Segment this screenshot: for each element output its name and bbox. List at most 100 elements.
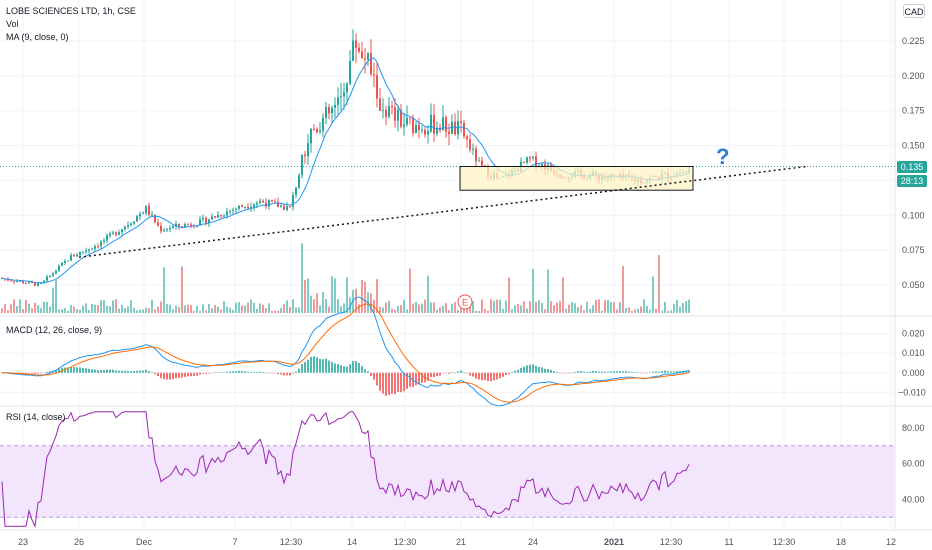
candle-body-23 <box>70 255 72 261</box>
macd-pane[interactable] <box>1 296 690 407</box>
candle-body-16 <box>49 275 51 277</box>
macd-histogram-bar-158 <box>475 372 477 379</box>
volume-bar-204 <box>613 302 615 313</box>
macd-histogram-bar-108 <box>325 358 327 373</box>
volume-bar-174 <box>523 301 525 313</box>
volume-bar-50 <box>151 299 153 313</box>
x-tick-label-8: 24 <box>528 537 538 547</box>
candle-body-151 <box>454 121 456 135</box>
earnings-marker-circle[interactable] <box>457 294 473 310</box>
macd-histogram-bar-131 <box>394 372 396 395</box>
candle-body-60 <box>181 226 183 228</box>
volume-bar-91 <box>274 310 276 313</box>
volume-bar-93 <box>280 307 282 313</box>
macd-histogram-bar-121 <box>364 369 366 373</box>
volume-bar-108 <box>325 299 327 313</box>
volume-bar-86 <box>259 303 261 313</box>
volume-bar-145 <box>436 309 438 313</box>
countdown-value: 28:13 <box>901 176 924 186</box>
volume-bar-99 <box>298 307 300 313</box>
volume-bar-20 <box>61 309 63 313</box>
candle-body-48 <box>145 205 147 213</box>
macd-histogram-bar-67 <box>202 372 204 374</box>
volume-bar-83 <box>250 299 252 313</box>
macd-histogram-bar-207 <box>622 371 624 373</box>
macd-histogram-bar-148 <box>445 372 447 374</box>
macd-histogram-bar-58 <box>175 372 177 379</box>
candle-body-176 <box>529 157 531 159</box>
price-tick-label-1: 0.075 <box>902 245 925 255</box>
volume-bar-77 <box>232 309 234 313</box>
x-tick-label-13: 18 <box>836 537 846 547</box>
macd-histogram-bar-115 <box>346 366 348 373</box>
candle-body-19 <box>58 265 60 271</box>
macd-histogram-bar-104 <box>313 356 315 373</box>
candle-body-82 <box>247 206 249 209</box>
volume-bar-150 <box>451 303 453 313</box>
rsi-line <box>1 411 690 528</box>
macd-histogram-bar-110 <box>331 361 333 373</box>
macd-histogram-bar-184 <box>553 371 555 373</box>
volume-bar-40 <box>121 304 123 313</box>
candle-body-132 <box>397 109 399 121</box>
candle-body-89 <box>268 200 270 207</box>
price-tick-label-0: 0.050 <box>902 280 925 290</box>
volume-bar-144 <box>433 302 435 313</box>
rsi-pane[interactable] <box>0 411 895 528</box>
volume-bar-221 <box>664 301 666 313</box>
volume-bar-24 <box>73 306 75 313</box>
volume-bar-214 <box>643 299 645 313</box>
candle-body-24 <box>73 255 75 257</box>
grid-lines <box>0 0 932 531</box>
macd-histogram-bar-42 <box>127 370 129 373</box>
volume-bar-147 <box>442 305 444 313</box>
macd-histogram-bar-192 <box>577 371 579 373</box>
candle-body-31 <box>94 246 96 249</box>
macd-histogram-bar-157 <box>472 372 474 377</box>
macd-histogram-bar-170 <box>511 372 513 373</box>
macd-histogram-bar-19 <box>58 368 60 373</box>
candle-body-143 <box>430 114 432 132</box>
macd-histogram-bar-221 <box>664 370 666 373</box>
volume-bar-111 <box>334 278 336 313</box>
macd-histogram-bar-50 <box>151 372 153 373</box>
macd-histogram-bar-187 <box>562 372 564 374</box>
volume-bar-90 <box>271 310 273 313</box>
macd-histogram-bar-94 <box>283 372 285 376</box>
candle-body-156 <box>469 139 471 150</box>
macd-histogram-bar-218 <box>655 371 657 373</box>
candle-body-91 <box>274 201 276 203</box>
macd-histogram-bar-77 <box>232 371 234 373</box>
candle-body-147 <box>442 117 444 131</box>
price-pane[interactable] <box>0 29 895 287</box>
candle-body-94 <box>283 205 285 210</box>
macd-histogram-bar-183 <box>550 369 552 373</box>
volume-bar-158 <box>475 310 477 313</box>
candle-body-137 <box>412 118 414 134</box>
question-mark-annotation[interactable]: ? <box>716 144 729 169</box>
volume-bar-26 <box>79 309 81 313</box>
candle-body-92 <box>277 202 279 208</box>
candle-body-134 <box>403 124 405 127</box>
macd-histogram-bar-37 <box>112 369 114 373</box>
candle-body-109 <box>328 107 330 114</box>
macd-histogram-bar-76 <box>229 371 231 373</box>
volume-bar-6 <box>19 299 21 313</box>
volume-bar-164 <box>493 300 495 313</box>
volume-bar-0 <box>1 308 3 313</box>
volume-bar-195 <box>586 301 588 313</box>
volume-bar-152 <box>457 310 459 313</box>
ma-label: MA (9, close, 0) <box>6 32 69 42</box>
candle-body-119 <box>358 47 360 52</box>
macd-histogram-bar-31 <box>94 369 96 373</box>
candle-body-90 <box>271 200 273 202</box>
macd-histogram-bar-167 <box>502 372 504 377</box>
candle-body-99 <box>298 175 300 188</box>
currency-button[interactable]: CAD <box>903 4 925 18</box>
macd-histogram-bar-135 <box>406 372 408 389</box>
macd-histogram-bar-164 <box>493 372 495 381</box>
candle-body-141 <box>424 129 426 135</box>
candle-body-130 <box>391 106 393 108</box>
macd-histogram-bar-149 <box>448 372 450 374</box>
